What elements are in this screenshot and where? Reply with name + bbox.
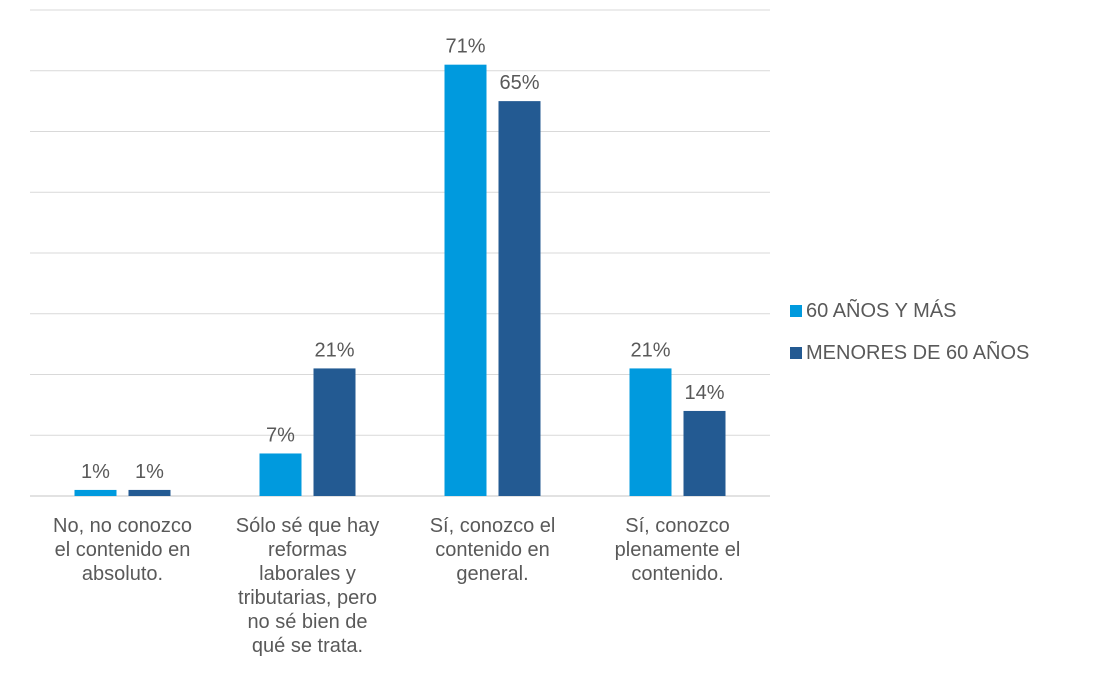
bar-series1-cat3 xyxy=(444,64,487,497)
category-labels: No, no conozco el contenido en absoluto. Só… xyxy=(53,515,740,657)
data-label: 65% xyxy=(499,72,539,94)
category-label: Sí, conozco el contenido en general. xyxy=(430,515,556,585)
bar-series1-cat2 xyxy=(259,453,302,496)
data-label: 7% xyxy=(266,424,295,446)
bar-series2-cat2 xyxy=(313,368,356,496)
legend-swatch xyxy=(790,305,802,317)
data-label: 1% xyxy=(135,461,164,483)
data-label: 71% xyxy=(445,36,485,58)
data-label: 21% xyxy=(314,339,354,361)
legend-label: 60 AÑOS Y MÁS xyxy=(806,298,956,322)
bar-series1-cat4 xyxy=(629,368,672,496)
legend-label: MENORES DE 60 AÑOS xyxy=(806,340,1029,364)
category-label: Sí, conozco plenamente el contenido. xyxy=(615,515,741,585)
bar-series2-cat4 xyxy=(683,410,726,496)
data-label: 14% xyxy=(684,382,724,404)
bar-series2-cat3 xyxy=(498,101,541,496)
category-label: Sólo sé que hay reformas laborales y tribut… xyxy=(236,515,379,657)
bar-series2-cat1 xyxy=(128,489,171,496)
bar-series1-cat1 xyxy=(74,489,117,496)
legend-swatch xyxy=(790,347,802,359)
data-labels: 1% 1% 7% 21% 71% 65% 21% 14% xyxy=(81,36,725,483)
category-label: No, no conozco el contenido en absoluto. xyxy=(53,515,192,585)
data-label: 21% xyxy=(630,339,670,361)
bars xyxy=(74,64,726,497)
data-label: 1% xyxy=(81,461,110,483)
legend: 60 AÑOS Y MÁS MENORES DE 60 AÑOS xyxy=(790,298,1029,364)
